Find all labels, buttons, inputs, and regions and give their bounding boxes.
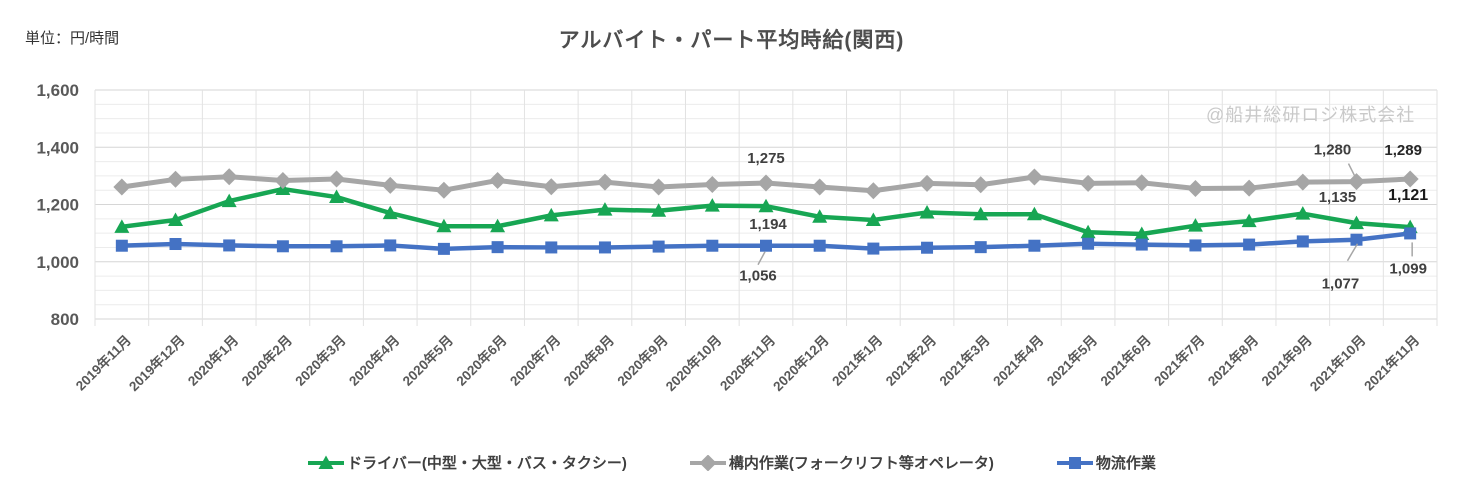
legend-label-driver: ドライバー(中型・大型・バス・タクシー) xyxy=(347,455,627,472)
svg-text:2021年1月: 2021年1月 xyxy=(829,332,886,389)
svg-text:2021年4月: 2021年4月 xyxy=(990,332,1047,389)
legend-marker-triangle-icon xyxy=(307,455,345,471)
svg-text:2021年3月: 2021年3月 xyxy=(936,332,993,389)
legend-label-warehouse: 構内作業(フォークリフト等オペレータ) xyxy=(728,455,994,472)
svg-text:2021年7月: 2021年7月 xyxy=(1151,332,1208,389)
svg-text:1,400: 1,400 xyxy=(36,138,79,157)
svg-text:2020年9月: 2020年9月 xyxy=(614,332,671,389)
svg-text:2020年10月: 2020年10月 xyxy=(662,332,724,394)
svg-text:2020年11月: 2020年11月 xyxy=(716,332,778,394)
svg-text:2020年5月: 2020年5月 xyxy=(399,332,456,389)
legend-item-logistics: 物流作業 xyxy=(1056,452,1156,473)
svg-text:1,200: 1,200 xyxy=(36,196,79,215)
svg-text:2021年2月: 2021年2月 xyxy=(882,332,939,389)
legend-item-warehouse: 構内作業(フォークリフト等オペレータ) xyxy=(689,452,994,473)
svg-text:800: 800 xyxy=(51,310,79,329)
watermark: @船井総研ロジ株式会社 xyxy=(1206,105,1416,125)
legend-marker-diamond-icon xyxy=(689,454,727,471)
svg-text:2021年6月: 2021年6月 xyxy=(1097,332,1154,389)
svg-text:2020年3月: 2020年3月 xyxy=(292,332,349,389)
chart-title: アルバイト・パート平均時給(関西) xyxy=(558,29,905,52)
svg-text:2020年2月: 2020年2月 xyxy=(238,332,295,389)
svg-text:2020年6月: 2020年6月 xyxy=(453,332,510,389)
vertical-gridlines xyxy=(94,90,1438,326)
series-1-line xyxy=(113,168,1419,200)
data-labels: 1,275 1,194 1,056 1,280 1,289 1,135 1,121 1,077… xyxy=(739,142,1428,293)
legend: ドライバー(中型・大型・バス・タクシー) 構内作業(フォークリフト等オペレータ)… xyxy=(0,452,1463,473)
svg-text:2021年8月: 2021年8月 xyxy=(1204,332,1261,389)
svg-text:1,194: 1,194 xyxy=(749,216,787,233)
svg-text:2020年7月: 2020年7月 xyxy=(506,332,563,389)
svg-text:1,135: 1,135 xyxy=(1319,189,1357,206)
svg-text:1,099: 1,099 xyxy=(1389,260,1427,277)
svg-text:1,600: 1,600 xyxy=(36,81,79,100)
svg-text:2019年11月: 2019年11月 xyxy=(72,332,134,394)
major-gridlines xyxy=(95,89,1437,320)
svg-text:1,280: 1,280 xyxy=(1314,142,1352,159)
svg-text:2019年12月: 2019年12月 xyxy=(125,332,187,394)
svg-text:1,275: 1,275 xyxy=(747,150,785,167)
svg-text:1,077: 1,077 xyxy=(1322,276,1360,293)
svg-text:1,289: 1,289 xyxy=(1384,142,1422,159)
svg-text:1,056: 1,056 xyxy=(739,268,777,285)
x-axis-labels: 2019年11月2019年12月2020年1月2020年2月2020年3月202… xyxy=(72,332,1422,394)
legend-marker-square-icon xyxy=(1056,455,1094,471)
svg-text:1,121: 1,121 xyxy=(1388,187,1428,204)
svg-text:2021年5月: 2021年5月 xyxy=(1043,332,1100,389)
series-2-line xyxy=(115,227,1417,255)
svg-text:2020年1月: 2020年1月 xyxy=(184,332,241,389)
legend-label-logistics: 物流作業 xyxy=(1095,455,1156,472)
svg-text:2021年9月: 2021年9月 xyxy=(1258,332,1315,389)
svg-text:2020年12月: 2020年12月 xyxy=(770,332,832,394)
svg-text:2021年10月: 2021年10月 xyxy=(1306,332,1368,394)
legend-item-driver: ドライバー(中型・大型・バス・タクシー) xyxy=(307,452,627,473)
unit-label: 単位：円/時間 xyxy=(25,30,120,47)
y-axis-labels: 800 1,000 1,200 1,400 1,600 xyxy=(36,81,79,329)
svg-text:2021年11月: 2021年11月 xyxy=(1361,332,1423,394)
svg-text:2020年4月: 2020年4月 xyxy=(345,332,402,389)
svg-text:2020年8月: 2020年8月 xyxy=(560,332,617,389)
svg-text:1,000: 1,000 xyxy=(36,253,79,272)
